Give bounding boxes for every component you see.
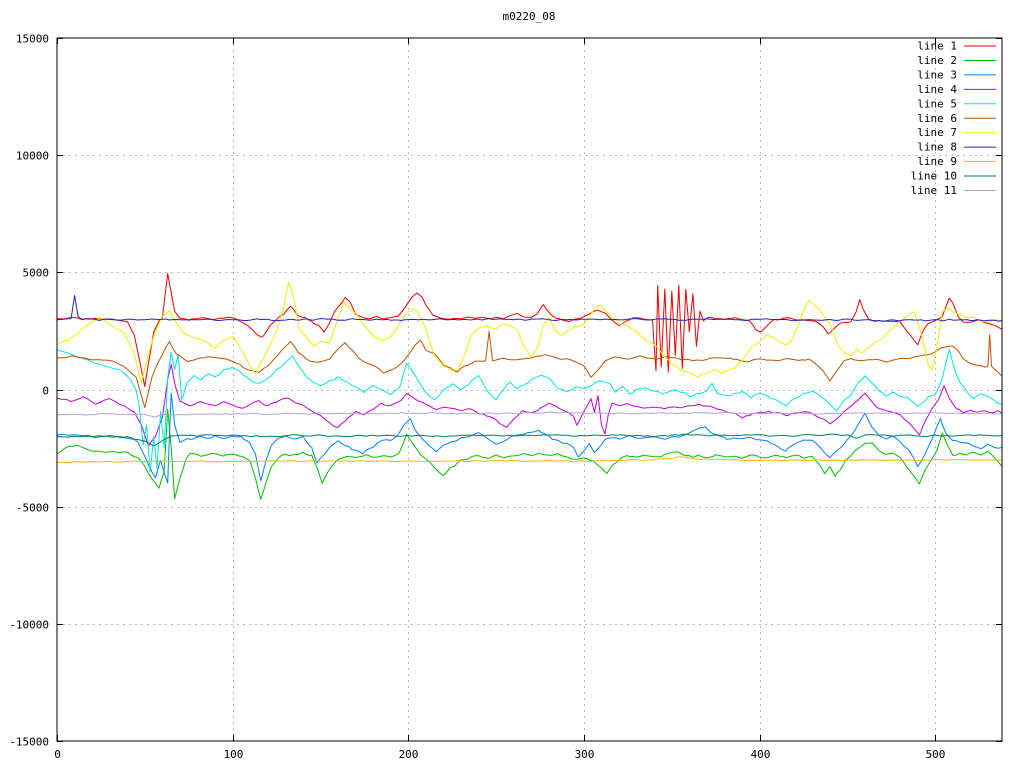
series-line-10 [57,433,1002,447]
legend-label: line 8 [917,141,957,154]
y-tick-label: -10000 [9,619,49,632]
y-tick-label: -5000 [16,502,49,515]
legend-label: line 1 [917,40,957,53]
series-line-7 [57,281,1002,384]
series-line-9 [57,456,1002,463]
series-line-6 [57,330,1002,408]
y-tick-label: 0 [42,385,49,398]
series-line-1 [57,273,1002,388]
legend-entry: line 1 [917,40,996,53]
legend-entry: line 5 [917,97,996,110]
legend-label: line 2 [917,54,957,67]
legend-label: line 9 [917,155,957,168]
series-line-11 [57,411,1002,418]
x-tick-label: 400 [751,748,771,761]
legend-label: line 5 [917,97,957,110]
legend-label: line 10 [911,170,957,183]
legend-entry: line 11 [911,184,996,197]
series-line-8 [57,295,1002,322]
series-line-3 [57,392,1002,484]
legend-label: line 7 [917,126,957,139]
legend-label: line 3 [917,68,957,81]
y-axis-labels: -15000 -10000 -5000 0 5000 10000 15000 [9,33,49,749]
y-tick-label: 5000 [23,267,50,280]
x-tick-label: 0 [54,748,61,761]
y-tick-label: -15000 [9,736,49,749]
legend-entry: line 9 [917,155,996,168]
legend-entry: line 2 [917,54,996,67]
x-axis-labels: 0 100 200 300 400 500 [54,748,945,761]
y-tick-label: 10000 [16,150,49,163]
x-tick-label: 500 [926,748,946,761]
chart-title: m0220_08 [503,10,556,23]
legend-entry: line 10 [911,170,996,183]
series-line-4 [57,363,1002,447]
legend-entry: line 4 [917,83,996,96]
grid [57,38,1002,741]
legend-entry: line 6 [917,112,996,125]
axis-ticks [57,38,1002,742]
legend-label: line 11 [911,184,957,197]
x-tick-label: 100 [224,748,244,761]
legend-entry: line 3 [917,68,996,81]
series-lines [57,273,1002,500]
x-tick-label: 200 [399,748,419,761]
x-tick-label: 300 [575,748,595,761]
series-line-5 [57,348,1002,473]
y-tick-label: 15000 [16,33,49,46]
legend-entry: line 7 [917,126,996,139]
legend-entry: line 8 [917,141,996,154]
legend-label: line 4 [917,83,957,96]
legend-label: line 6 [917,112,957,125]
series-line-2 [57,408,1002,500]
plot-border [56,37,1003,742]
